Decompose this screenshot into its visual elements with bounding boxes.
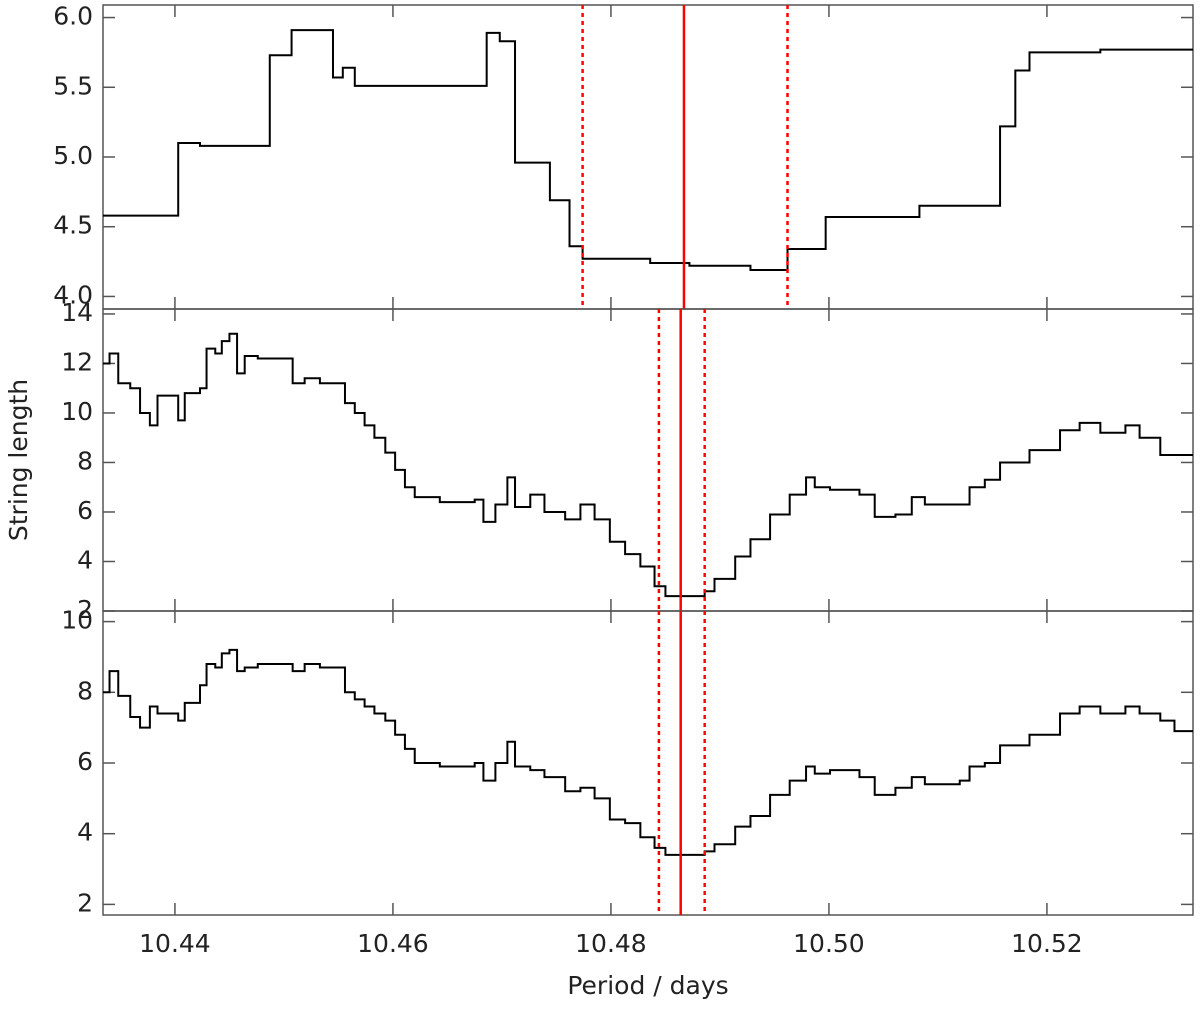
step-line: [103, 29, 1193, 271]
x-tick-label: 10.50: [793, 929, 865, 958]
y-axis-label: String length: [4, 379, 33, 541]
x-tick-label: 10.52: [1011, 929, 1083, 958]
y-tick-label: 5.0: [53, 141, 93, 170]
y-tick-label: 2: [77, 888, 93, 917]
y-tick-label: 6.0: [53, 2, 93, 31]
x-tick-label: 10.44: [139, 929, 211, 958]
y-tick-label: 6: [77, 747, 93, 776]
plot-frame: [102, 610, 1194, 916]
y-tick-label: 6: [77, 496, 93, 525]
x-axis-label: Period / days: [567, 971, 728, 1000]
y-tick-label: 4.5: [53, 211, 93, 240]
y-tick-label: 10: [61, 397, 93, 426]
y-tick-label: 10: [61, 606, 93, 635]
y-tick-label: 12: [61, 347, 93, 376]
step-line: [103, 332, 1193, 598]
y-tick-label: 8: [77, 676, 93, 705]
y-tick-label: 4: [77, 818, 93, 847]
plot-frame: [102, 4, 1194, 310]
y-tick-label: 4.0: [53, 280, 93, 309]
x-tick-label: 10.48: [575, 929, 647, 958]
y-tick-label: 2: [77, 595, 93, 624]
step-line: [103, 648, 1193, 856]
x-tick-label: 10.46: [357, 929, 429, 958]
y-tick-label: 8: [77, 446, 93, 475]
y-tick-label: 4: [77, 545, 93, 574]
y-tick-label: 5.5: [53, 71, 93, 100]
y-tick-label: 14: [61, 298, 93, 327]
